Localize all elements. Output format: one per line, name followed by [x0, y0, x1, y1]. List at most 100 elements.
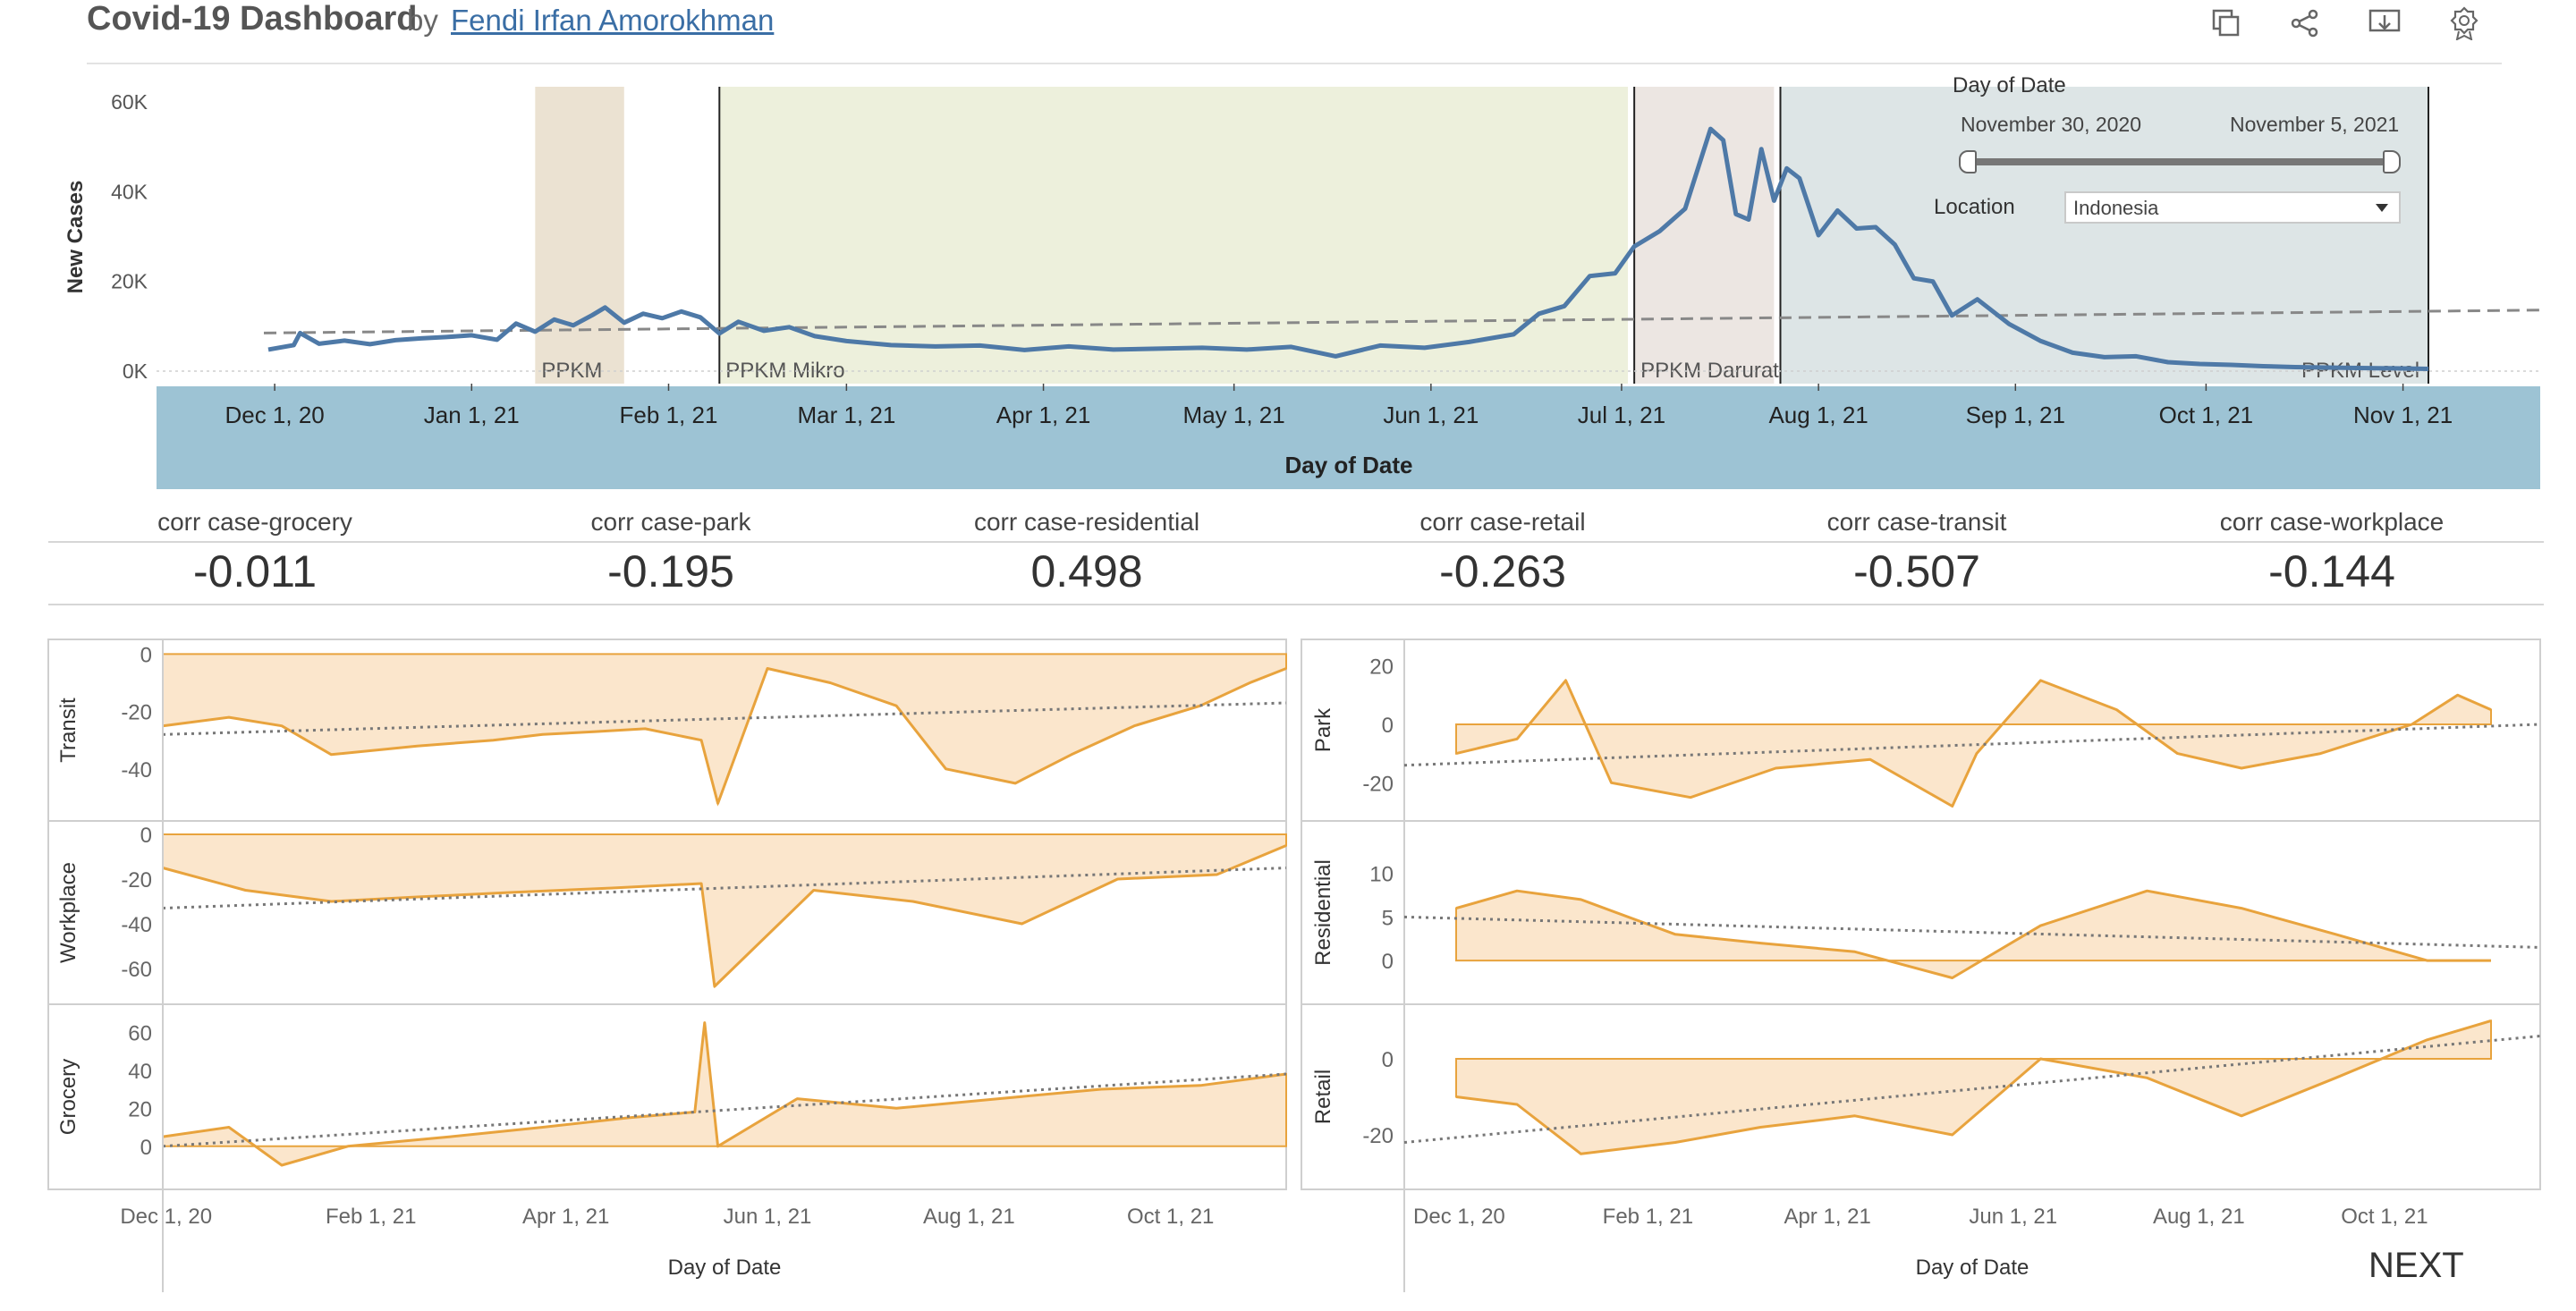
x-tick-label: Aug 1, 21: [2153, 1205, 2245, 1229]
y-axis-label: Transit: [56, 698, 80, 763]
x-tick-label: Feb 1, 21: [326, 1205, 416, 1229]
y-tick-label: 0: [140, 643, 152, 667]
x-tick-label: Jan 1, 21: [424, 402, 520, 428]
corr-label: corr case-park: [590, 508, 751, 536]
x-tick-label: Dec 1, 20: [225, 402, 324, 428]
corr-label: corr case-transit: [1826, 508, 2007, 536]
trend-line: [162, 1072, 1287, 1148]
corr-value: -0.144: [2268, 546, 2395, 596]
x-tick-label: Apr 1, 21: [522, 1205, 609, 1229]
annotation-band: [1780, 87, 2428, 384]
x-tick-label: Oct 1, 21: [2341, 1205, 2428, 1229]
x-tick-label: Jul 1, 21: [1578, 402, 1665, 428]
x-tick-label: Dec 1, 20: [120, 1205, 212, 1229]
y-tick-label: 60K: [111, 90, 148, 114]
download-icon[interactable]: [2365, 4, 2404, 43]
workplace-line: [162, 844, 1287, 988]
x-axis-label: Day of Date: [668, 1256, 782, 1280]
y-tick-label: -20: [121, 701, 152, 725]
trend-line: [162, 701, 1287, 736]
date-range-slider[interactable]: [1968, 158, 2390, 165]
x-tick-label: Mar 1, 21: [797, 402, 895, 428]
date-slider-start-handle[interactable]: [1959, 150, 1977, 173]
y-tick-label: -60: [121, 958, 152, 982]
y-tick-label: 20: [1369, 656, 1394, 680]
y-tick-label: 5: [1382, 906, 1394, 930]
header-divider: [87, 63, 2502, 64]
x-tick-label: Jun 1, 21: [1969, 1205, 2057, 1229]
y-tick-label: 0: [1382, 714, 1394, 738]
y-tick-label: -20: [1362, 772, 1394, 796]
chevron-down-icon: [2376, 204, 2388, 212]
annotation-band: [535, 87, 624, 384]
location-dropdown[interactable]: Indonesia: [2064, 191, 2401, 224]
duplicate-icon[interactable]: [2207, 4, 2246, 43]
park-area: [1455, 679, 2492, 808]
panel-frame: [47, 639, 1287, 1190]
corr-top-divider: [48, 541, 2544, 543]
y-tick-label: -20: [121, 868, 152, 892]
location-dropdown-value: Indonesia: [2073, 197, 2159, 219]
byline-label: by: [407, 4, 438, 37]
corr-label: corr case-retail: [1419, 508, 1586, 536]
dashboard-title: Covid-19 Dashboard: [87, 0, 418, 38]
author-link[interactable]: Fendi Irfan Amorokhman: [451, 4, 775, 37]
x-tick-label: Dec 1, 20: [1413, 1205, 1505, 1229]
corr-bottom-divider: [48, 604, 2544, 605]
annotation-band: [719, 87, 1629, 384]
date-filter-end: November 5, 2021: [2230, 113, 2400, 136]
y-axis-label: New Cases: [64, 181, 88, 294]
x-tick-label: Apr 1, 21: [1784, 1205, 1870, 1229]
mobility-charts[interactable]: 0 -20 -40 Transit 0 -20 -40 -60 Workplace 60 40 20 0…: [0, 626, 2576, 1311]
date-filter-start: November 30, 2020: [1961, 113, 2142, 136]
x-tick-label: Aug 1, 21: [1768, 402, 1868, 428]
badge-icon[interactable]: [2445, 4, 2484, 43]
new-cases-series-line: [267, 126, 2429, 371]
y-tick-label: 40K: [111, 180, 148, 203]
transit-area: [162, 653, 1287, 807]
y-tick-label: -40: [121, 758, 152, 782]
y-axis-label: Retail: [1311, 1070, 1335, 1124]
park-line: [1455, 679, 2492, 808]
x-axis-label: Day of Date: [1916, 1256, 2029, 1280]
y-tick-label: 20: [128, 1097, 152, 1121]
y-tick-label: 0: [1382, 950, 1394, 974]
y-axis-label: Grocery: [56, 1059, 80, 1135]
date-slider-end-handle[interactable]: [2383, 150, 2401, 173]
x-tick-label: Nov 1, 21: [2353, 402, 2453, 428]
transit-line: [162, 667, 1287, 805]
y-axis-label: Residential: [1311, 859, 1335, 966]
x-tick-label: Sep 1, 21: [1966, 402, 2065, 428]
corr-value: -0.263: [1439, 546, 1566, 596]
y-axis-label: Park: [1311, 707, 1335, 752]
corr-label: corr case-grocery: [157, 508, 352, 536]
y-tick-label: 0K: [123, 359, 148, 383]
next-button[interactable]: NEXT: [2368, 1246, 2464, 1285]
x-tick-label: Oct 1, 21: [2159, 402, 2254, 428]
y-axis-label: Workplace: [56, 862, 80, 963]
x-axis-label: Day of Date: [1284, 452, 1412, 478]
corr-value: -0.507: [1853, 546, 1980, 596]
workplace-area: [162, 833, 1287, 989]
corr-label: corr case-workplace: [2219, 508, 2445, 536]
y-tick-label: 0: [140, 824, 152, 848]
y-tick-label: 60: [128, 1021, 152, 1045]
y-tick-label: 40: [128, 1060, 152, 1084]
trend-line: [1403, 915, 2541, 949]
x-tick-label: Jun 1, 21: [1383, 402, 1479, 428]
grocery-line: [162, 1021, 1287, 1167]
x-tick-label: Aug 1, 21: [923, 1205, 1015, 1229]
new-cases-chart[interactable]: PPKM PPKM Mikro PPKM Darurat PPKM Level0K20…: [0, 0, 2576, 501]
y-tick-label: -40: [121, 913, 152, 937]
x-tick-label: Feb 1, 21: [620, 402, 718, 428]
panel-frame: [1301, 639, 2541, 1190]
y-tick-label: 10: [1369, 863, 1394, 887]
trend-line: [162, 867, 1287, 909]
y-tick-label: 20K: [111, 270, 148, 293]
x-tick-label: Feb 1, 21: [1603, 1205, 1693, 1229]
x-tick-label: Oct 1, 21: [1127, 1205, 1214, 1229]
share-icon[interactable]: [2285, 4, 2325, 43]
corr-value: -0.011: [192, 546, 318, 596]
location-filter-label: Location: [1934, 195, 2015, 219]
date-filter-title: Day of Date: [1953, 73, 2066, 97]
